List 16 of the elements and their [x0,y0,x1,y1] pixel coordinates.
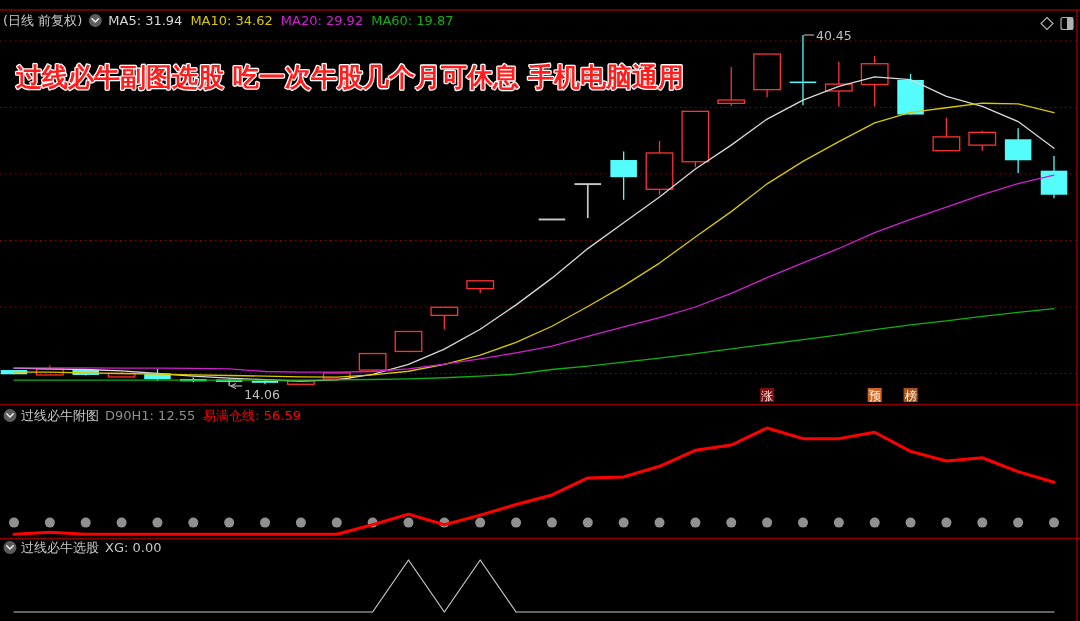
series-name: MA10: 34.62 [190,13,273,28]
annotation: 涨 [761,388,774,403]
annotation: 预 [868,388,881,403]
series-name: MA5: 31.94 [108,13,183,28]
annotation: 40.45 [815,28,852,43]
title: 过线必牛选股 [21,540,99,555]
title: 过线必牛附图 [21,408,99,423]
series-name: MA20: 29.92 [280,13,364,28]
annotation: 14.06 [244,387,280,402]
series-name: D90H1: 12.55 [105,408,196,423]
title: (日线 前复权) [3,13,83,28]
annotation: 榜 [904,388,917,403]
series-name: MA60: 19.87 [371,13,454,28]
series-name: 易满仓线: 56.59 [203,408,302,423]
annotation: 过线必牛副图选股 吃一次牛股几个月可休息 手机电脑通用 [16,62,685,92]
series-name: XG: 0.00 [105,540,162,555]
